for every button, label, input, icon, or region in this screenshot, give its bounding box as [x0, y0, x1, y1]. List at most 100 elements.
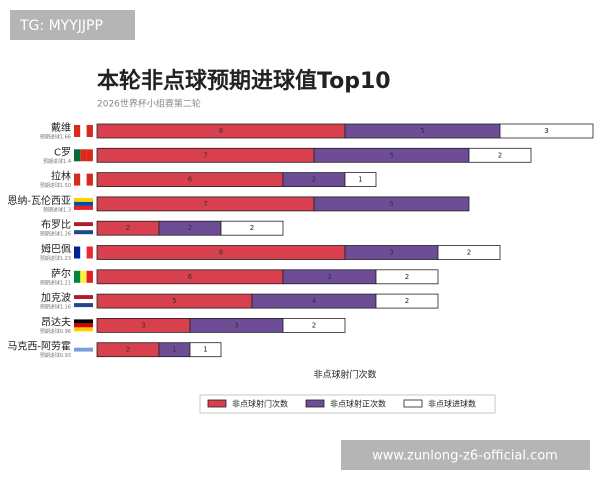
legend-label: 非点球射正次数 [330, 399, 386, 409]
flag [86, 246, 93, 259]
flag [74, 246, 81, 259]
category-note: 预期进球0.93 [40, 352, 71, 359]
flag [74, 173, 81, 186]
value-label: 4 [312, 297, 317, 305]
value-label: 3 [141, 321, 145, 329]
category-note: 预期进球1.66 [40, 134, 71, 141]
value-label: 3 [544, 127, 548, 135]
flag [74, 197, 93, 202]
value-label: 2 [250, 224, 254, 232]
flag [74, 303, 93, 308]
bar-segment [375, 293, 439, 309]
x-axis-label: 非点球射门次数 [313, 369, 376, 381]
value-label: 1 [203, 346, 207, 354]
value-label: 2 [126, 346, 130, 354]
value-label: 3 [234, 321, 238, 329]
flag [74, 323, 93, 328]
flag [86, 125, 93, 137]
flag [74, 319, 93, 324]
flag [86, 149, 93, 162]
category-label: 布罗比 [41, 219, 71, 231]
watermark-box [341, 440, 590, 470]
category-label: 戴维 [51, 121, 71, 134]
value-label: 2 [498, 151, 502, 159]
bar-segment [220, 220, 284, 236]
legend-swatch [403, 399, 423, 408]
category-label: 姆巴佩 [41, 243, 71, 256]
flag [74, 201, 93, 206]
value-label: 7 [203, 151, 207, 159]
bar-segment [282, 317, 346, 333]
legend-label: 非点球进球数 [428, 399, 476, 409]
category-label: 拉林 [51, 170, 71, 183]
value-label: 5 [389, 200, 393, 208]
watermark-box [10, 10, 135, 40]
category-label: 昂达夫 [41, 316, 71, 328]
flag [74, 222, 93, 227]
legend-swatch [207, 399, 227, 408]
category-label: 恩纳-瓦伦西亚 [7, 194, 71, 207]
flag [74, 230, 93, 235]
flag [86, 270, 93, 283]
value-label: 1 [358, 176, 362, 184]
value-label: 7 [203, 200, 207, 208]
value-label: 8 [219, 127, 223, 135]
category-note: 预期进球1.23 [40, 255, 71, 262]
legend-box [199, 394, 496, 414]
value-label: 3 [389, 249, 393, 257]
bar-segment [344, 172, 377, 188]
bar-segment [437, 245, 501, 260]
value-label: 5 [389, 151, 393, 159]
chart-subtitle: 2026世界杯小组赛第二轮 [97, 98, 201, 110]
flag [80, 173, 87, 186]
flag [74, 226, 93, 231]
value-label: 6 [188, 273, 193, 281]
category-label: 萨尔 [51, 267, 71, 280]
category-label: C罗 [54, 146, 71, 158]
flag [74, 149, 81, 162]
flag [86, 173, 93, 186]
chart-title: 本轮非点球预期进球值Top10 [97, 68, 391, 94]
flag [74, 270, 81, 283]
flag [74, 299, 93, 304]
flag [80, 149, 87, 162]
value-label: 2 [405, 297, 409, 305]
category-label: 马克西-阿劳霍 [7, 340, 71, 353]
value-label: 2 [467, 249, 471, 257]
value-label: 5 [420, 127, 424, 135]
category-note: 预期进球0.96 [40, 328, 71, 335]
value-label: 2 [405, 273, 409, 281]
value-label: 3 [327, 273, 331, 281]
category-note: 预期进球1.50 [40, 182, 71, 189]
bar-segment [468, 147, 532, 163]
value-label: 2 [188, 224, 192, 232]
value-label: 5 [172, 297, 176, 305]
flag [74, 295, 93, 300]
category-note: 预期进球1.21 [40, 279, 71, 286]
flag [74, 327, 93, 332]
value-label: 2 [126, 224, 130, 232]
bar-segment [375, 269, 439, 285]
value-label: 6 [188, 176, 193, 184]
bar-segment [189, 342, 222, 358]
flag [74, 125, 81, 137]
value-label: 8 [219, 249, 223, 257]
flag [74, 205, 93, 210]
category-note: 预期进球1.4 [43, 158, 71, 165]
bar-segment [499, 123, 594, 139]
category-note: 预期进球1.26 [40, 231, 71, 238]
category-note: 预期进球1.3 [43, 206, 71, 213]
value-label: 2 [312, 176, 316, 184]
value-label: 1 [172, 346, 176, 354]
flag [74, 347, 93, 352]
watermark: www.zunlong-z6-official.com [372, 449, 558, 464]
bar-segment [313, 196, 470, 212]
flag [80, 246, 87, 259]
flag [80, 270, 87, 283]
value-label: 2 [312, 321, 316, 329]
legend-swatch [305, 399, 325, 408]
flag [74, 351, 93, 356]
watermark: TG: MYYJJPP [19, 18, 103, 34]
